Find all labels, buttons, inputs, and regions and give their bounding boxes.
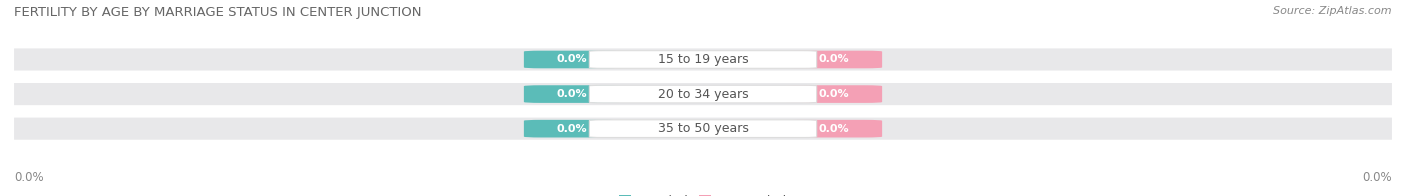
Text: 0.0%: 0.0% [1362,171,1392,184]
Text: 0.0%: 0.0% [557,89,588,99]
Text: Source: ZipAtlas.com: Source: ZipAtlas.com [1274,6,1392,16]
Text: 15 to 19 years: 15 to 19 years [658,53,748,66]
Text: 0.0%: 0.0% [557,54,588,64]
FancyBboxPatch shape [786,51,882,68]
FancyBboxPatch shape [14,118,1392,140]
FancyBboxPatch shape [524,51,620,68]
Text: 35 to 50 years: 35 to 50 years [658,122,748,135]
FancyBboxPatch shape [786,85,882,103]
Text: 20 to 34 years: 20 to 34 years [658,88,748,101]
Text: 0.0%: 0.0% [14,171,44,184]
Text: 0.0%: 0.0% [557,124,588,134]
Legend: Married, Unmarried: Married, Unmarried [619,195,787,196]
FancyBboxPatch shape [524,85,620,103]
FancyBboxPatch shape [786,120,882,137]
Text: 0.0%: 0.0% [818,124,849,134]
FancyBboxPatch shape [14,48,1392,71]
Text: 0.0%: 0.0% [818,89,849,99]
Text: FERTILITY BY AGE BY MARRIAGE STATUS IN CENTER JUNCTION: FERTILITY BY AGE BY MARRIAGE STATUS IN C… [14,6,422,19]
FancyBboxPatch shape [524,120,620,137]
FancyBboxPatch shape [589,51,817,68]
FancyBboxPatch shape [589,85,817,103]
Text: 0.0%: 0.0% [818,54,849,64]
FancyBboxPatch shape [589,120,817,137]
FancyBboxPatch shape [14,83,1392,105]
